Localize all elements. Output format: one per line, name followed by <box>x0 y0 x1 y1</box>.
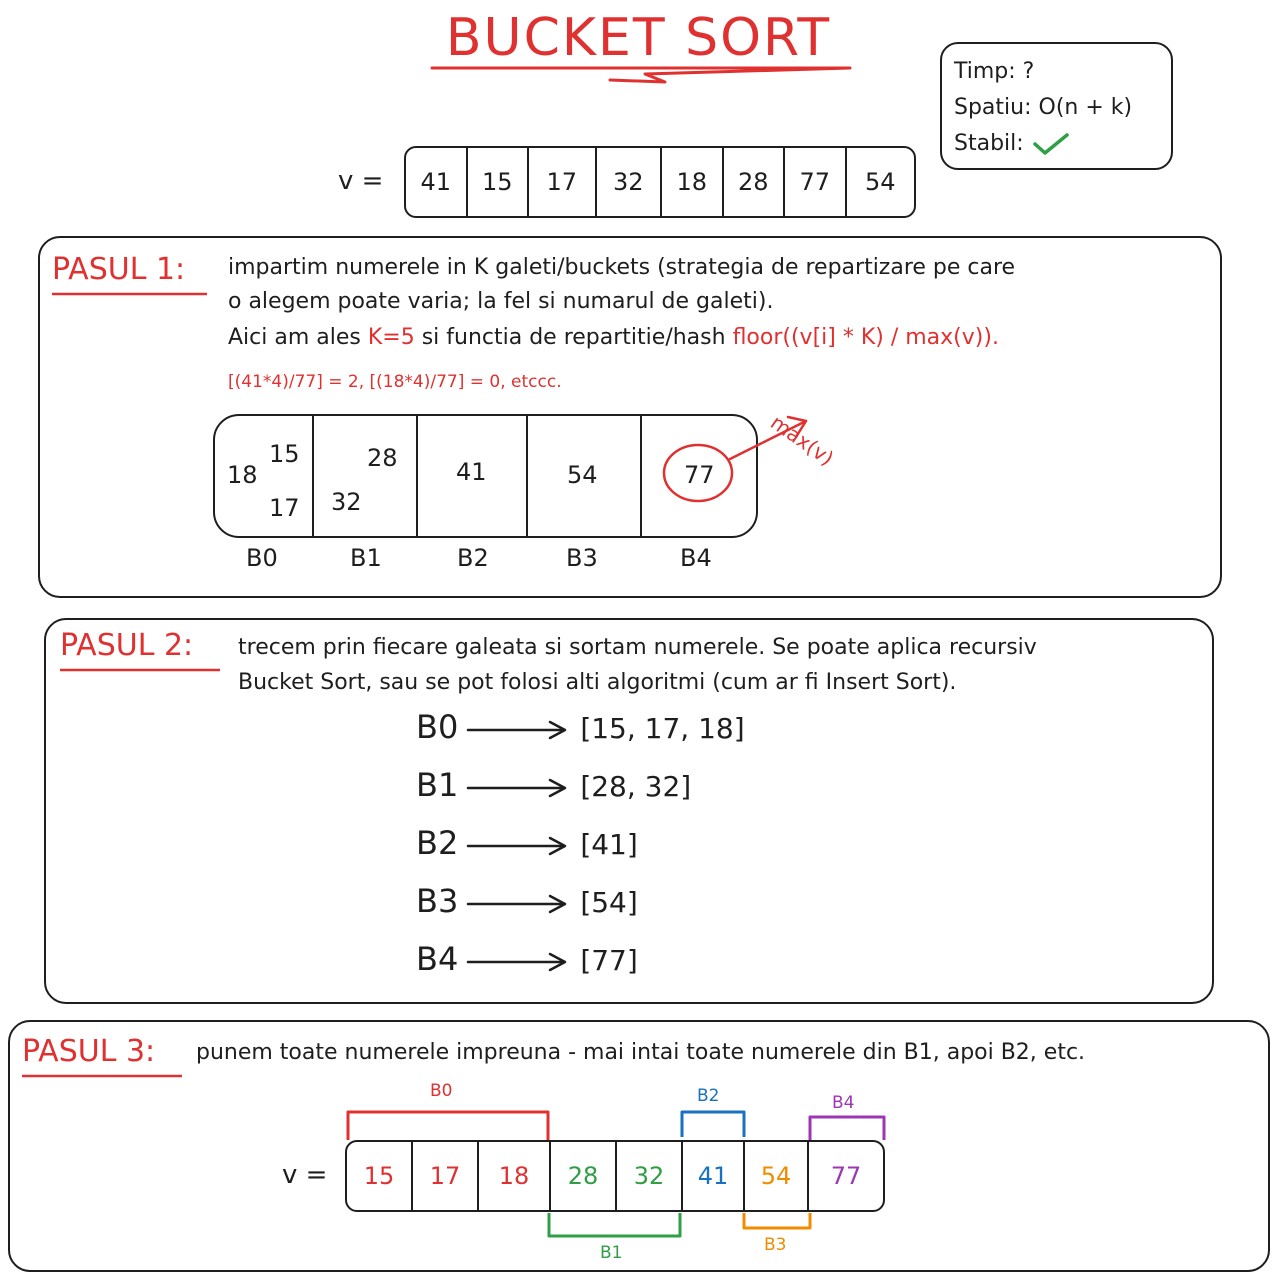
complexity-info-box: Timp: ? Spatiu: O(n + k) Stabil: <box>940 42 1173 170</box>
step3-title: PASUL 3: <box>22 1034 156 1069</box>
bracket-label-b3: B3 <box>764 1235 787 1255</box>
max-highlight <box>662 415 808 503</box>
step1-line3-a: Aici am ales <box>228 325 368 350</box>
space-complexity: Spatiu: O(n + k) <box>954 95 1133 120</box>
bucket0-value: 15 <box>269 440 300 468</box>
sorted-bucket-row: B0 [15, 17, 18] <box>416 708 745 746</box>
bucket-label-b0: B0 <box>246 544 278 572</box>
page-title: BUCKET SORT <box>445 8 832 68</box>
buckets-container: 18 15 17 28 32 41 54 77 <box>213 414 758 538</box>
array-cell: 32 <box>597 148 662 216</box>
step1-title-underline <box>52 292 207 296</box>
step1-line2: o alegem poate varia; la fel si numarul … <box>228 289 774 314</box>
stability-label: Stabil: <box>954 131 1024 156</box>
step1-line3: Aici am ales K=5 si functia de repartiti… <box>228 320 999 356</box>
step2-line2: Bucket Sort, sau se pot folosi alti algo… <box>238 670 957 695</box>
hash-function: floor((v[i] * K) / max(v)). <box>732 325 999 350</box>
array-cell: 17 <box>529 148 597 216</box>
array-cell: 77 <box>785 148 847 216</box>
sorted-bucket-values: [15, 17, 18] <box>580 712 745 745</box>
arrow-right-icon <box>467 894 567 914</box>
bucket-label-b3: B3 <box>566 544 598 572</box>
final-array-cell: 15 <box>347 1142 413 1210</box>
checkmark-icon <box>1032 133 1069 155</box>
sorted-bucket-name: B3 <box>416 882 459 920</box>
sorted-bucket-values: [77] <box>580 944 638 977</box>
bucket3-value: 54 <box>567 461 598 489</box>
title-underline <box>430 66 852 84</box>
group-brackets <box>346 1110 886 1238</box>
sorted-bucket-name: B2 <box>416 824 459 862</box>
final-array-cell: 41 <box>683 1142 745 1210</box>
array-cell: 18 <box>662 148 724 216</box>
step3-line1: punem toate numerele impreuna - mai inta… <box>196 1040 1086 1065</box>
final-array-cell: 54 <box>745 1142 809 1210</box>
bucket-label-b2: B2 <box>457 544 489 572</box>
bracket-label-b2: B2 <box>697 1086 720 1106</box>
arrow-right-icon <box>467 952 567 972</box>
bucket1-value: 32 <box>331 488 362 516</box>
array-cell: 54 <box>864 168 896 196</box>
sorted-bucket-values: [28, 32] <box>580 770 692 803</box>
sorted-bucket-values: [41] <box>580 828 638 861</box>
final-array: 15 17 18 28 32 41 54 77 <box>345 1140 885 1212</box>
bucket1-value: 28 <box>367 444 398 472</box>
step1-line3-b: si functia de repartitie/hash <box>414 325 733 350</box>
bucket2-value: 41 <box>456 458 487 486</box>
bucket-label-b1: B1 <box>350 544 382 572</box>
step2-panel <box>44 618 1214 1004</box>
arrow-right-icon <box>467 720 567 740</box>
arrow-right-icon <box>467 778 567 798</box>
final-array-cell: 17 <box>413 1142 479 1210</box>
step1-title: PASUL 1: <box>52 252 186 287</box>
step1-panel <box>38 236 1222 598</box>
array-cell: 28 <box>724 148 786 216</box>
array-cell: 41 <box>406 148 468 216</box>
bracket-label-b1: B1 <box>600 1243 623 1263</box>
time-complexity: Timp: ? <box>954 59 1035 84</box>
sorted-bucket-values: [54] <box>580 886 638 919</box>
bracket-label-b4: B4 <box>832 1093 855 1113</box>
k-value: K=5 <box>367 325 415 350</box>
sorted-bucket-name: B1 <box>416 766 459 804</box>
step2-title: PASUL 2: <box>60 628 194 663</box>
final-array-cell: 18 <box>479 1142 551 1210</box>
initial-array: 41 15 17 32 18 28 77 54 <box>404 146 916 218</box>
bucket-label-b4: B4 <box>680 544 712 572</box>
bucket0-value: 18 <box>227 461 258 489</box>
array-cell: 15 <box>468 148 530 216</box>
sorted-bucket-row: B1 [28, 32] <box>416 766 691 804</box>
sorted-bucket-row: B4 [77] <box>416 940 638 978</box>
stability: Stabil: <box>954 126 1159 162</box>
sorted-bucket-name: B4 <box>416 940 459 978</box>
step3-title-underline <box>22 1074 182 1078</box>
final-array-cell: 77 <box>830 1162 862 1190</box>
sorted-bucket-name: B0 <box>416 708 459 746</box>
arrow-right-icon <box>467 836 567 856</box>
step2-title-underline <box>60 668 220 672</box>
step3-panel <box>8 1020 1270 1272</box>
final-array-label: v = <box>282 1160 328 1190</box>
bracket-label-b0: B0 <box>430 1081 453 1101</box>
array-label: v = <box>338 166 384 196</box>
step1-line1: impartim numerele in K galeti/buckets (s… <box>228 255 1016 280</box>
step1-example: [(41*4)/77] = 2, [(18*4)/77] = 0, etccc. <box>228 372 562 392</box>
bucket4-value: 77 <box>684 461 715 489</box>
final-array-cell: 28 <box>551 1142 617 1210</box>
step2-line1: trecem prin fiecare galeata si sortam nu… <box>238 635 1037 660</box>
sorted-bucket-row: B3 [54] <box>416 882 638 920</box>
final-array-cell: 32 <box>617 1142 683 1210</box>
bucket0-value: 17 <box>269 494 300 522</box>
sorted-bucket-row: B2 [41] <box>416 824 638 862</box>
